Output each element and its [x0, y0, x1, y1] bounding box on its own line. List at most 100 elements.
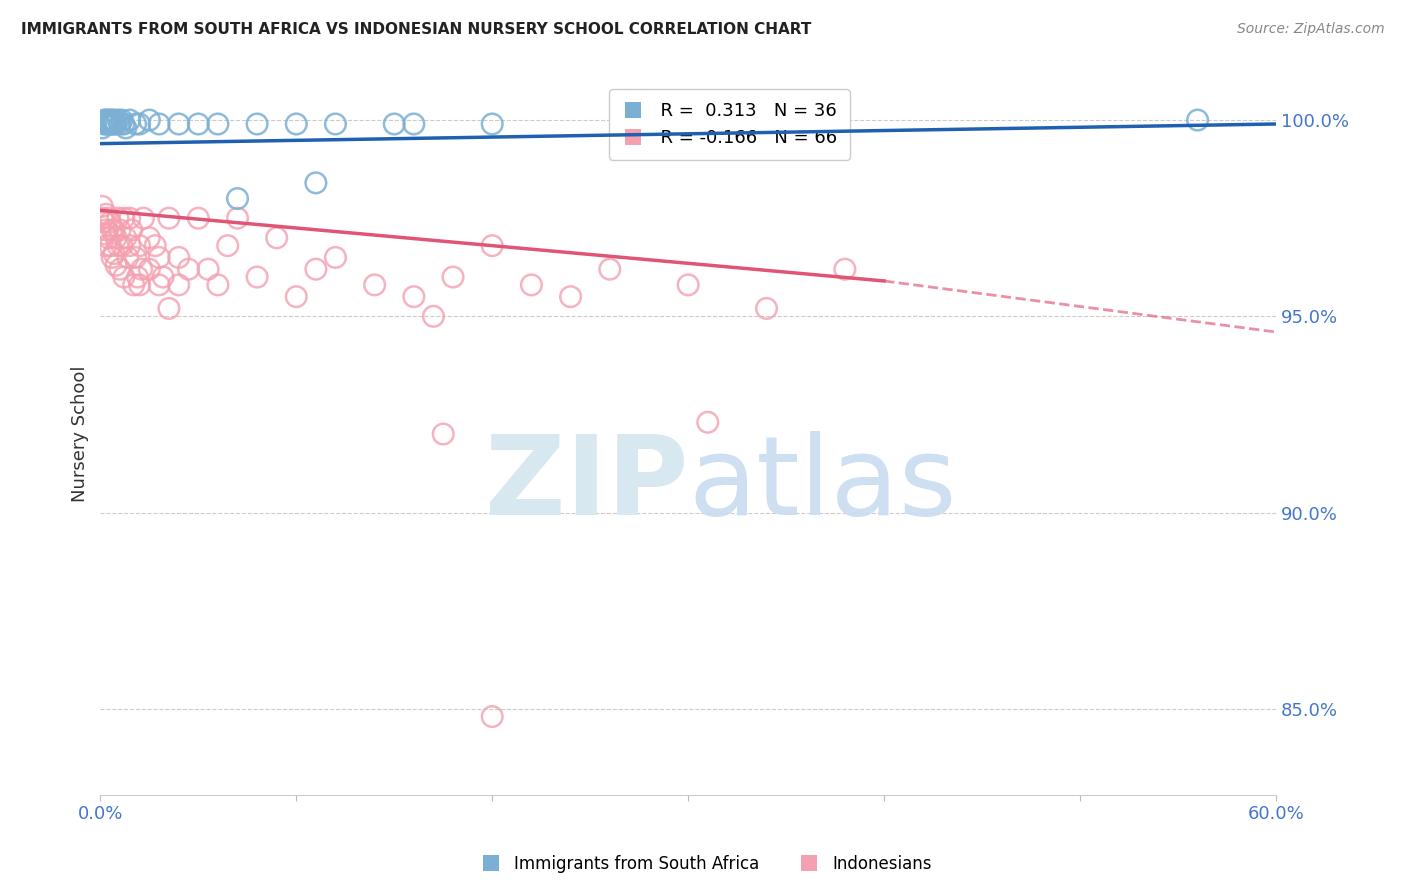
Point	[325, 251, 347, 265]
Point	[121, 223, 143, 237]
Point	[124, 117, 146, 131]
Point	[93, 117, 115, 131]
Point	[117, 251, 139, 265]
Point	[167, 251, 190, 265]
Point	[93, 113, 115, 128]
Point	[246, 270, 269, 285]
Point	[98, 117, 121, 131]
Point	[128, 117, 150, 131]
Point	[226, 211, 249, 226]
Point	[101, 113, 124, 128]
Point	[157, 211, 180, 226]
Point	[112, 117, 135, 131]
Point	[481, 709, 503, 723]
Point	[108, 117, 131, 131]
Point	[111, 238, 134, 252]
Point	[217, 238, 239, 252]
Point	[402, 290, 425, 304]
Point	[111, 113, 134, 128]
Point	[207, 277, 229, 292]
Point	[107, 113, 129, 128]
Point	[118, 238, 141, 252]
Point	[97, 117, 120, 131]
Point	[834, 262, 856, 277]
Point	[98, 238, 121, 252]
Point	[96, 223, 118, 237]
Point	[103, 113, 125, 128]
Point	[98, 113, 121, 128]
Point	[122, 277, 145, 292]
Point	[107, 211, 129, 226]
Point	[91, 211, 114, 226]
Point	[441, 270, 464, 285]
Point	[97, 211, 120, 226]
Point	[118, 211, 141, 226]
Point	[152, 270, 174, 285]
Point	[131, 262, 153, 277]
Point	[167, 117, 190, 131]
Point	[112, 270, 135, 285]
Point	[266, 231, 288, 245]
Point	[148, 277, 170, 292]
Text: Source: ZipAtlas.com: Source: ZipAtlas.com	[1237, 22, 1385, 37]
Point	[138, 262, 160, 277]
Point	[96, 113, 118, 128]
Point	[481, 117, 503, 131]
Point	[118, 113, 141, 128]
Point	[96, 207, 118, 221]
Point	[91, 120, 114, 135]
Point	[105, 117, 128, 131]
Point	[363, 277, 385, 292]
Point	[105, 258, 128, 272]
Point	[177, 262, 200, 277]
Point	[96, 117, 118, 131]
Point	[285, 117, 308, 131]
Point	[128, 277, 150, 292]
Point	[107, 238, 129, 252]
Point	[148, 251, 170, 265]
Point	[382, 117, 405, 131]
Point	[696, 415, 718, 429]
Point	[560, 290, 582, 304]
Point	[98, 215, 121, 229]
Point	[124, 251, 146, 265]
Point	[97, 113, 120, 128]
Point	[305, 176, 328, 190]
Point	[105, 231, 128, 245]
Point	[197, 262, 219, 277]
Point	[93, 227, 115, 241]
Point	[91, 199, 114, 213]
Point	[114, 231, 136, 245]
Point	[285, 290, 308, 304]
Point	[112, 211, 135, 226]
Point	[143, 238, 166, 252]
Point	[520, 277, 543, 292]
Point	[157, 301, 180, 316]
Point	[305, 262, 328, 277]
Point	[676, 277, 699, 292]
Point	[599, 262, 621, 277]
Point	[103, 223, 125, 237]
Point	[108, 223, 131, 237]
Point	[103, 117, 125, 131]
Point	[325, 117, 347, 131]
Point	[432, 427, 454, 442]
Point	[101, 223, 124, 237]
Point	[93, 215, 115, 229]
Text: atlas: atlas	[688, 431, 956, 538]
Point	[108, 262, 131, 277]
Point	[246, 117, 269, 131]
Y-axis label: Nursery School: Nursery School	[72, 366, 89, 502]
Point	[114, 120, 136, 135]
Point	[148, 117, 170, 131]
Point	[103, 246, 125, 260]
Point	[132, 211, 155, 226]
Point	[127, 270, 149, 285]
Point	[481, 238, 503, 252]
Point	[167, 277, 190, 292]
Point	[128, 238, 150, 252]
Text: IMMIGRANTS FROM SOUTH AFRICA VS INDONESIAN NURSERY SCHOOL CORRELATION CHART: IMMIGRANTS FROM SOUTH AFRICA VS INDONESI…	[21, 22, 811, 37]
Text: ZIP: ZIP	[485, 431, 688, 538]
Point	[101, 251, 124, 265]
Point	[226, 192, 249, 206]
